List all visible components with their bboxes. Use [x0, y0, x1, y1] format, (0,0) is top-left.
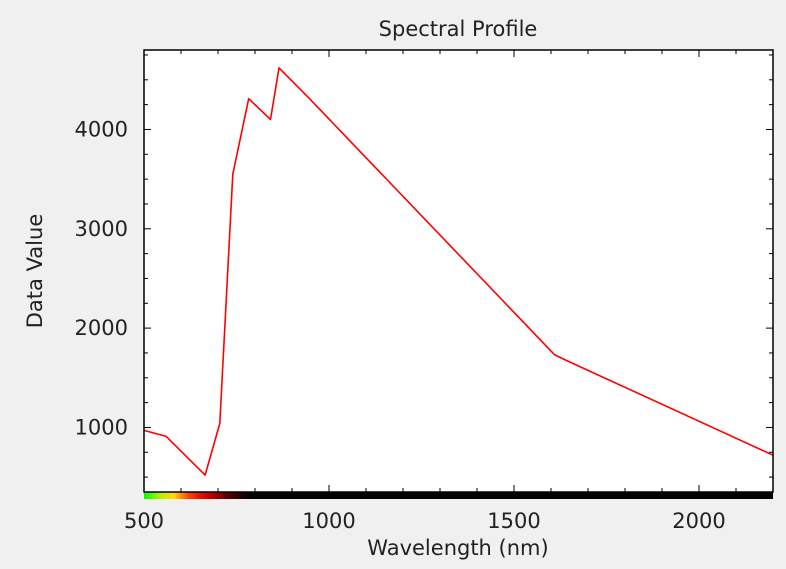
plot-frame — [143, 49, 774, 493]
x-tick-label: 1000 — [302, 509, 355, 533]
tick-labels: 500 1000 1500 2000 1000 2000 3000 4000 — [75, 117, 726, 533]
y-tick-label: 1000 — [75, 415, 128, 439]
x-axis-label: Wavelength (nm) — [367, 536, 548, 560]
y-tick-label: 2000 — [75, 316, 128, 340]
chart-title: Spectral Profile — [379, 17, 538, 41]
x-tick-label: 500 — [124, 509, 164, 533]
y-axis-label: Data Value — [23, 214, 47, 329]
x-tick-label: 2000 — [672, 509, 725, 533]
y-tick-label: 3000 — [75, 217, 128, 241]
plot-background — [144, 50, 773, 492]
y-tick-label: 4000 — [75, 117, 128, 141]
x-tick-label: 1500 — [487, 509, 540, 533]
series-line — [143, 67, 774, 476]
series-layer — [143, 67, 774, 476]
spectrum-colorbar — [144, 492, 773, 499]
